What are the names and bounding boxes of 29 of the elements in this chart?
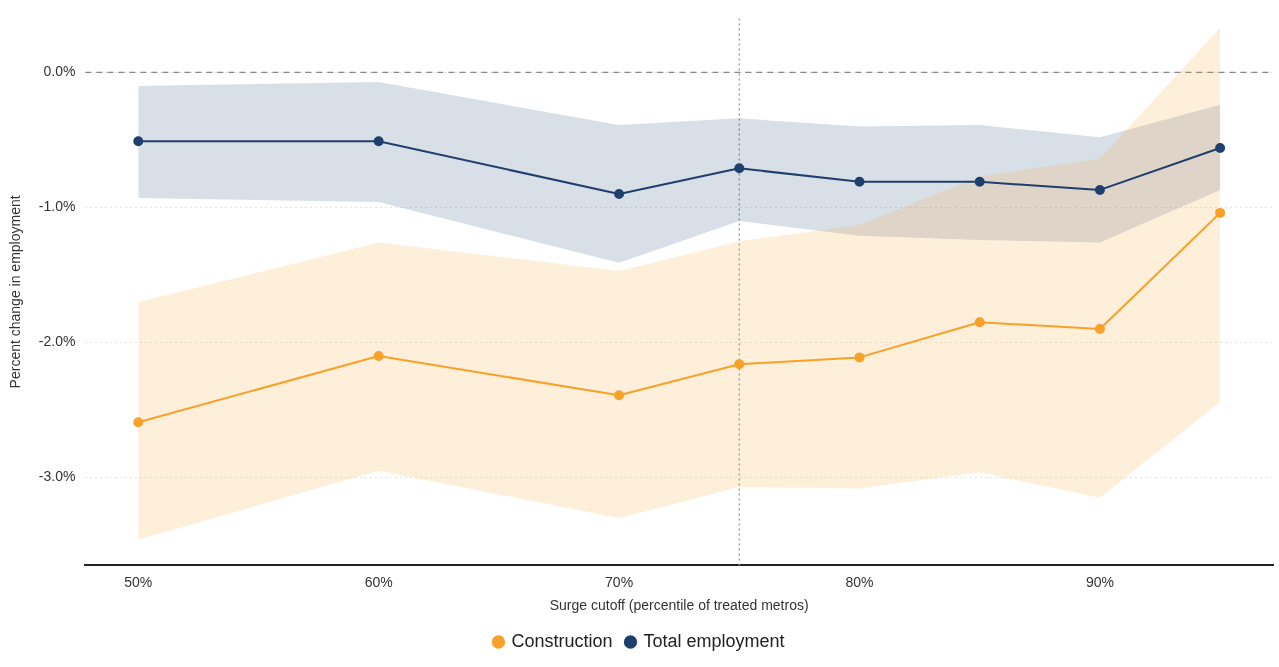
point xyxy=(974,176,985,187)
point xyxy=(614,188,625,199)
y-tick-label: -1.0% xyxy=(38,198,76,215)
x-tick-label: 60% xyxy=(364,573,393,590)
x-tick-label: 90% xyxy=(1085,573,1114,590)
point xyxy=(133,136,144,147)
x-tick-label: 80% xyxy=(845,573,874,590)
point xyxy=(1094,324,1105,335)
x-tick-label: 70% xyxy=(605,573,634,590)
point xyxy=(854,176,865,187)
point xyxy=(614,390,625,401)
legend-label: Total employment xyxy=(643,630,785,651)
point xyxy=(854,352,865,363)
point xyxy=(1215,207,1226,218)
point xyxy=(1094,184,1105,195)
point xyxy=(373,136,384,147)
y-tick-label: 0.0% xyxy=(43,63,76,80)
point xyxy=(1215,143,1226,154)
point xyxy=(974,317,985,328)
x-tick-label: 50% xyxy=(124,573,153,590)
point xyxy=(133,417,144,428)
point xyxy=(373,351,384,362)
x-axis-title: Surge cutoff (percentile of treated metros) xyxy=(549,597,809,614)
y-tick-label: -2.0% xyxy=(38,333,76,350)
point xyxy=(734,359,745,370)
point xyxy=(734,163,745,174)
legend-label: Construction xyxy=(511,630,613,651)
y-axis-title: Percent change in employment xyxy=(7,195,24,389)
y-tick-label: -3.0% xyxy=(38,468,76,485)
